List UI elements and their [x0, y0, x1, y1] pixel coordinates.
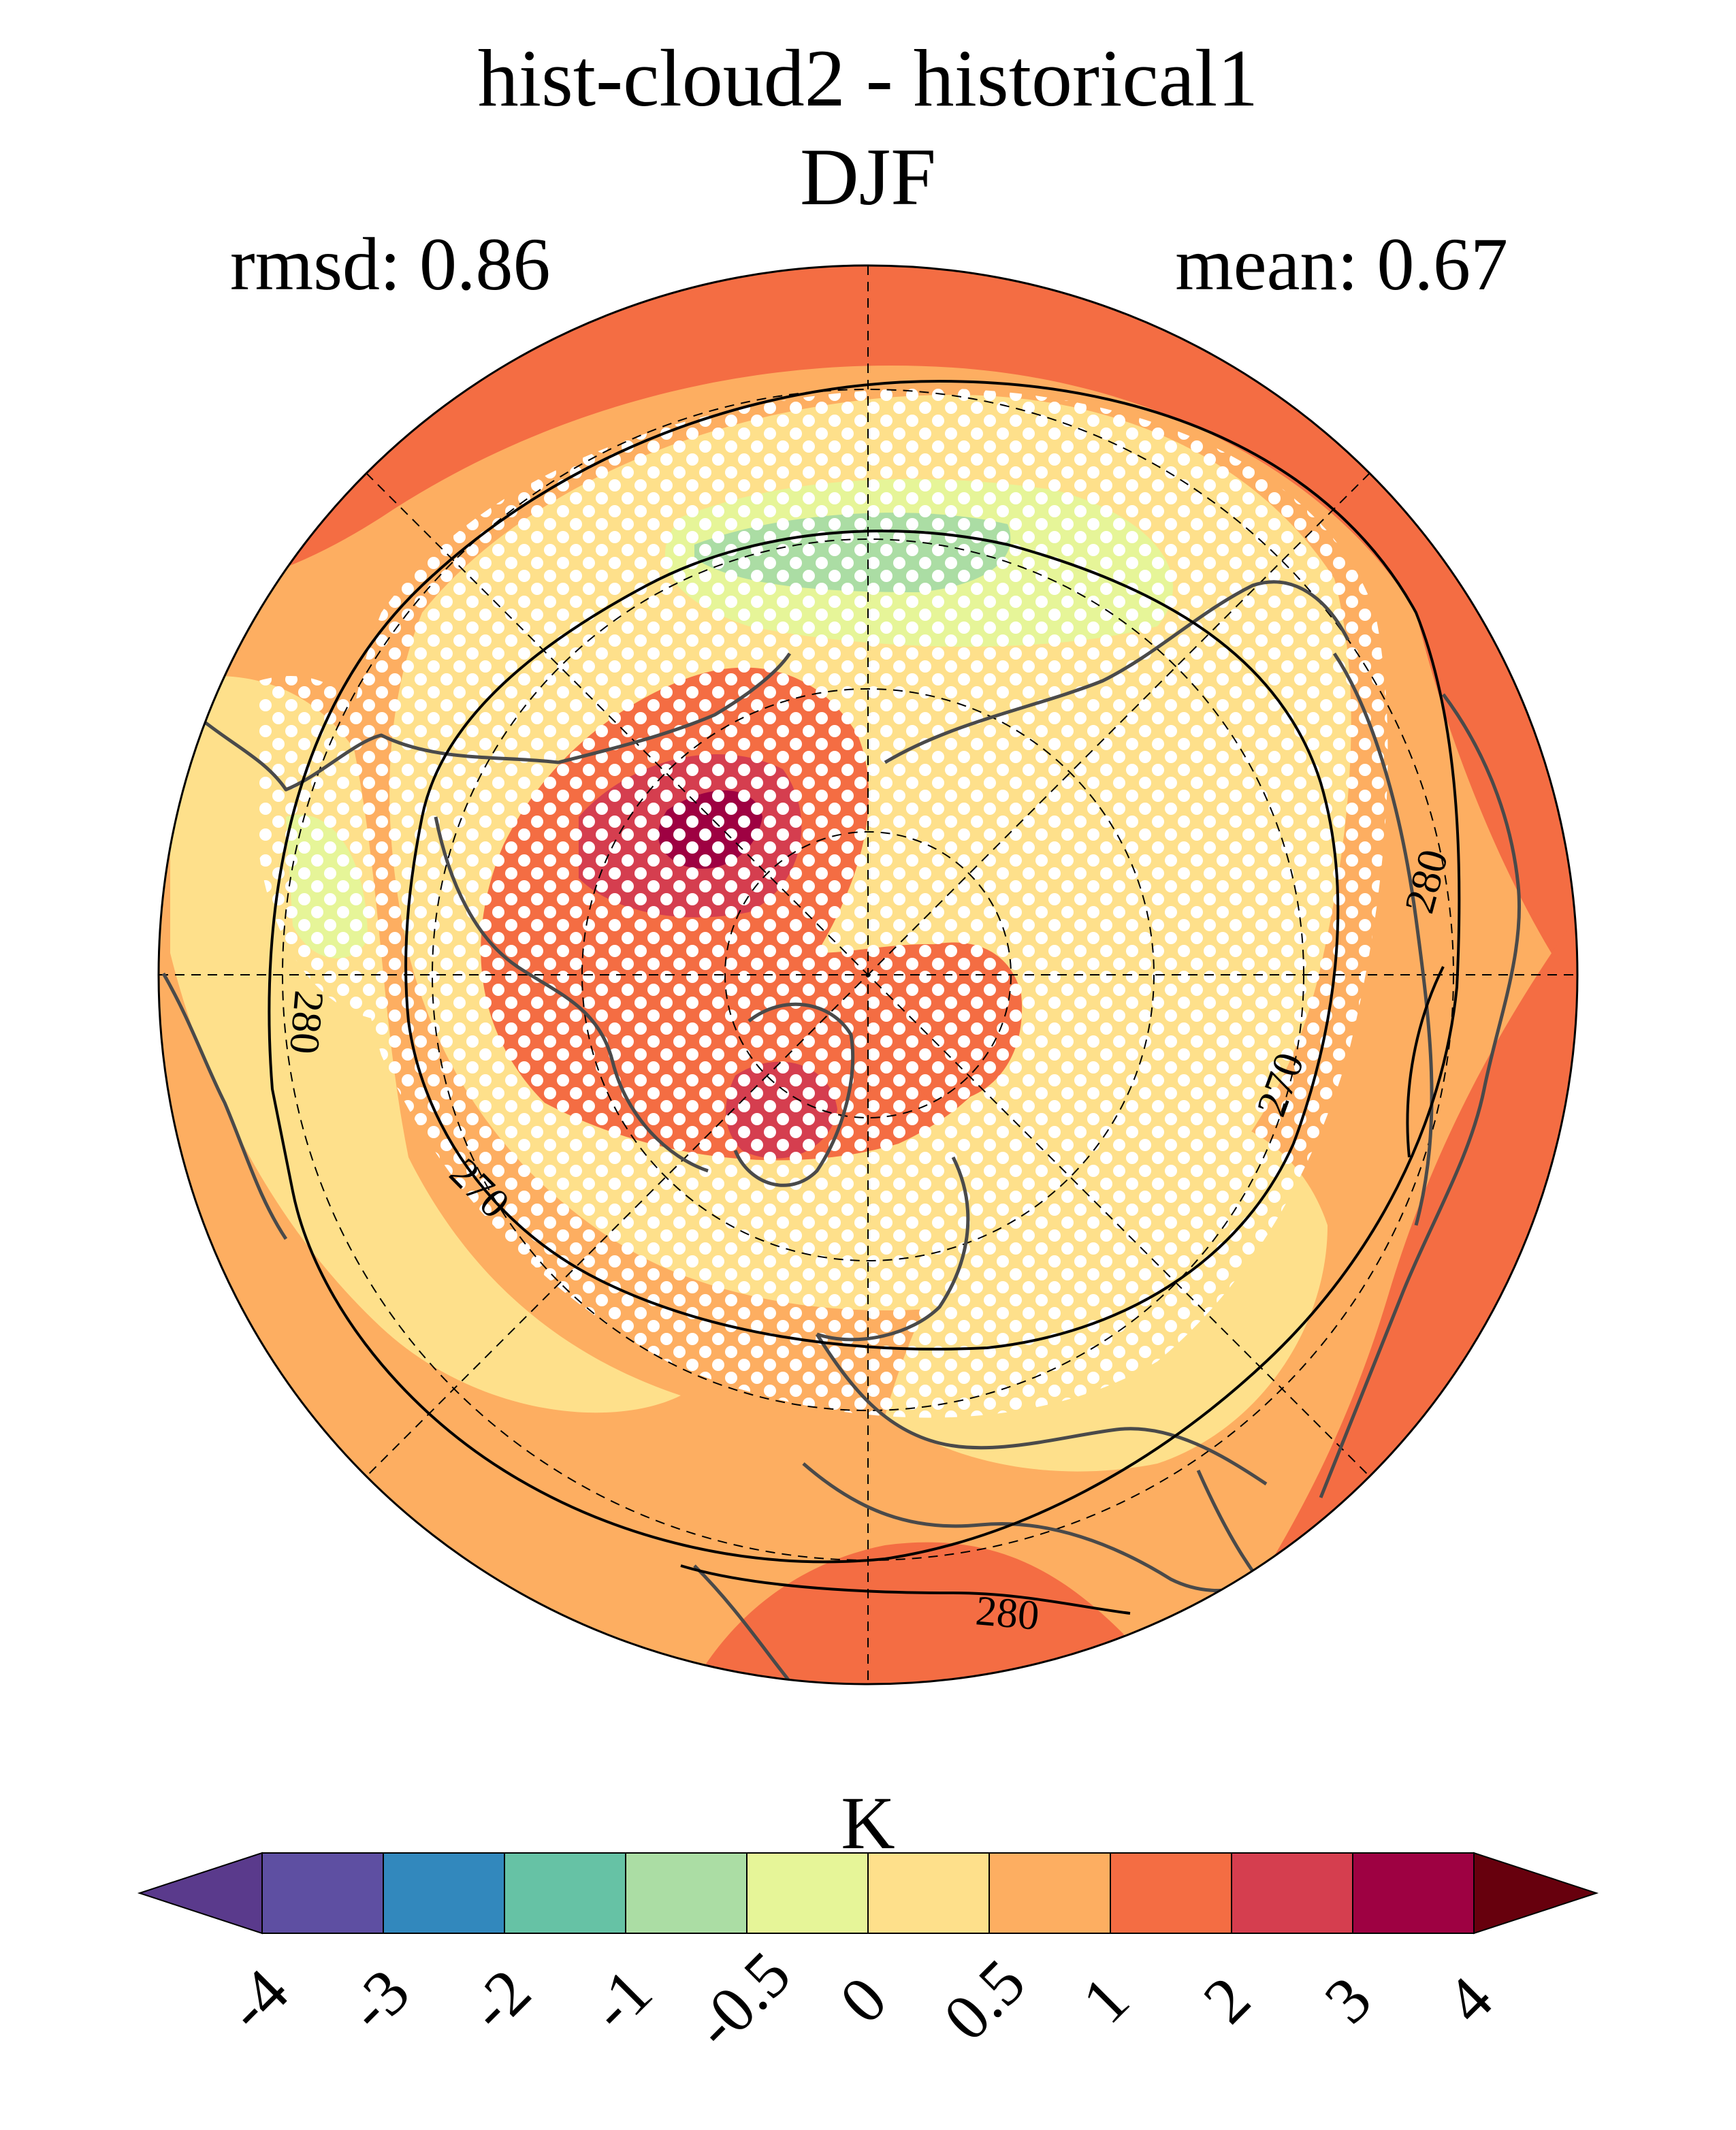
colorbar-box — [867, 1852, 990, 1934]
colorbar-tick-label: -3 — [333, 1954, 423, 2044]
mean-label: mean: 0.67 — [1175, 223, 1508, 306]
colorbar-tick-label: 1 — [1068, 1963, 1143, 2037]
colorbar-tick-label: -2 — [454, 1954, 544, 2044]
colorbar-box — [504, 1852, 626, 1934]
coastlines — [161, 580, 1522, 1683]
colorbar-tick-label: 0 — [826, 1963, 901, 2037]
significance-stippling — [259, 388, 1388, 1418]
colorbar-boxes — [137, 1852, 1599, 1935]
colorbar-box — [1110, 1852, 1232, 1934]
colorbar-box — [625, 1852, 748, 1934]
warm-region-outer-top — [159, 265, 1577, 1021]
colorbar-tick-labels: -4 -3 -2 -1 -0.5 0 0.5 1 2 3 4 — [212, 1937, 1506, 2062]
colorbar-box — [746, 1852, 869, 1934]
title-line1: hist-cloud2 - historical1 — [478, 33, 1258, 123]
colorbar-over-triangle — [1473, 1852, 1599, 1935]
colorbar-box — [988, 1852, 1111, 1934]
polar-map: 280 280 270 270 280 — [157, 264, 1579, 1685]
colorbar-box — [1231, 1852, 1353, 1934]
colorbar-tick-label: -1 — [575, 1954, 665, 2044]
colorbar-unit: K — [841, 1781, 895, 1865]
colorbar: K -4 -3 -2 -1 -0.5 0 0.5 1 2 3 4 — [137, 1781, 1599, 2062]
graticule — [159, 265, 1577, 1684]
colorbar-tick-label: -0.5 — [679, 1937, 804, 2062]
colorbar-box — [1352, 1852, 1475, 1934]
contour-label-280-west: 280 — [280, 988, 332, 1056]
colorbar-tick-label: -4 — [212, 1954, 302, 2044]
colorbar-box — [261, 1852, 384, 1934]
colorbar-tick-label: 4 — [1432, 1963, 1507, 2037]
rmsd-label: rmsd: 0.86 — [230, 223, 551, 306]
contour-label-280-south: 280 — [974, 1587, 1041, 1639]
colorbar-tick-label: 3 — [1311, 1963, 1385, 2037]
colorbar-box — [383, 1852, 505, 1934]
colorbar-under-triangle — [137, 1852, 263, 1935]
climatology-contours — [268, 379, 1461, 1615]
colorbar-tick-label: 2 — [1189, 1963, 1264, 2037]
map-boundary — [157, 264, 1579, 1685]
colorbar-tick-label: 0.5 — [929, 1945, 1039, 2054]
title-line2: DJF — [800, 131, 936, 222]
